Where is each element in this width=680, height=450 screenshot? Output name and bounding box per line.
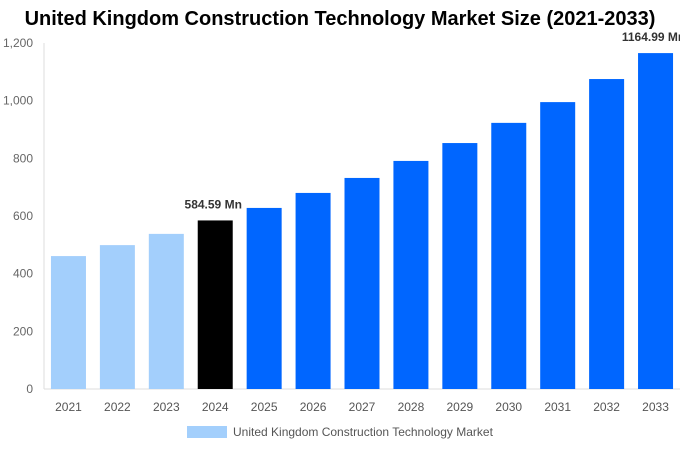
bar-2024: [197, 220, 233, 389]
bar-2022: [99, 245, 135, 389]
bar-2030: [491, 122, 527, 389]
y-tick-label: 0: [26, 382, 33, 396]
bar-2026: [295, 192, 331, 389]
x-tick-label: 2025: [251, 400, 278, 414]
x-tick-label: 2023: [153, 400, 180, 414]
x-tick-label: 2030: [495, 400, 522, 414]
x-tick-label: 2028: [398, 400, 425, 414]
x-tick-label: 2031: [544, 400, 571, 414]
x-tick-label: 2022: [104, 400, 131, 414]
legend[interactable]: United Kingdom Construction Technology M…: [187, 425, 493, 439]
y-tick-label: 800: [13, 151, 33, 165]
x-tick-label: 2021: [55, 400, 82, 414]
x-tick-label: 2026: [300, 400, 327, 414]
bar-2033: [638, 53, 674, 390]
bar-2021: [50, 256, 86, 389]
chart-title: United Kingdom Construction Technology M…: [24, 8, 656, 30]
y-tick-label: 600: [13, 209, 33, 223]
bar-2027: [344, 177, 380, 389]
x-tick-label: 2027: [349, 400, 376, 414]
bar-2028: [393, 160, 429, 389]
bar-2032: [589, 79, 625, 390]
x-tick-label: 2032: [593, 400, 620, 414]
y-tick-label: 400: [13, 267, 33, 281]
bar-2031: [540, 102, 576, 389]
x-tick-label: 2029: [446, 400, 473, 414]
data-label: 584.59 Mn: [185, 197, 242, 211]
legend-swatch: [187, 426, 227, 438]
x-tick-label: 2024: [202, 400, 229, 414]
bar-2025: [246, 207, 282, 389]
legend-label: United Kingdom Construction Technology M…: [233, 425, 493, 439]
y-tick-label: 1,000: [3, 94, 33, 108]
bar-2023: [148, 233, 184, 389]
bar-2029: [442, 143, 478, 389]
y-tick-label: 1,200: [3, 36, 33, 50]
data-label: 1164.99 Mn: [622, 30, 680, 44]
y-tick-label: 200: [13, 324, 33, 338]
x-tick-label: 2033: [642, 400, 669, 414]
